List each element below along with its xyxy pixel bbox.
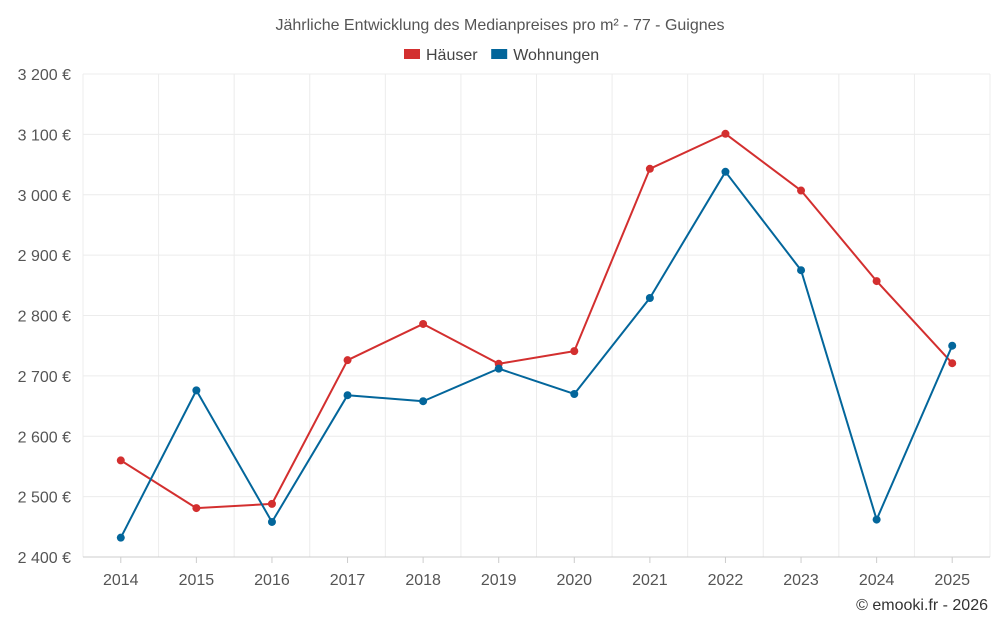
data-point-h-user	[797, 186, 806, 195]
data-point-h-user	[116, 456, 125, 465]
data-point-h-user	[419, 319, 428, 328]
data-point-h-user	[267, 499, 276, 508]
data-point-h-user	[570, 347, 579, 356]
data-point-wohnungen	[116, 533, 125, 542]
data-point-wohnungen	[872, 515, 881, 524]
legend-swatch-wohnungen	[491, 49, 508, 59]
x-tick-label: 2018	[405, 572, 441, 589]
x-tick-label: 2019	[481, 572, 517, 589]
legend: Häuser Wohnungen	[404, 47, 599, 64]
x-tick-label: 2014	[103, 572, 139, 589]
legend-swatch-h-user	[404, 49, 420, 59]
y-tick-label: 3 100 €	[18, 127, 71, 144]
y-tick-label: 2 700 €	[18, 369, 71, 386]
chart-title: Jährliche Entwicklung des Medianpreises …	[275, 17, 724, 34]
x-tick-label: 2016	[254, 572, 290, 589]
data-point-wohnungen	[721, 167, 730, 176]
data-point-wohnungen	[192, 386, 201, 395]
x-tick-label: 2021	[632, 572, 668, 589]
x-tick-label: 2020	[556, 572, 592, 589]
data-point-wohnungen	[570, 389, 579, 398]
series-line-h-user	[120, 132, 953, 510]
data-point-h-user	[872, 277, 881, 286]
credit-text: © emooki.fr - 2026	[856, 597, 988, 614]
y-tick-label: 2 500 €	[18, 490, 71, 507]
x-tick-label: 2022	[708, 572, 744, 589]
x-tick-label: 2017	[330, 572, 366, 589]
series-layer	[116, 129, 957, 542]
data-point-wohnungen	[645, 293, 654, 302]
data-point-h-user	[343, 356, 352, 365]
legend-label-h-user: Häuser	[426, 47, 478, 64]
x-tick-label: 2024	[859, 572, 895, 589]
data-point-wohnungen	[494, 364, 503, 373]
y-tick-label: 2 400 €	[18, 550, 71, 567]
data-point-wohnungen	[948, 341, 957, 350]
data-point-wohnungen	[267, 517, 276, 526]
y-tick-label: 3 200 €	[18, 67, 71, 84]
x-tick-label: 2025	[934, 572, 970, 589]
data-point-wohnungen	[797, 266, 806, 275]
y-tick-label: 2 600 €	[18, 429, 71, 446]
x-tick-label: 2015	[179, 572, 215, 589]
y-tick-label: 2 800 €	[18, 309, 71, 326]
x-tick-label: 2023	[783, 572, 819, 589]
data-point-h-user	[721, 129, 730, 138]
y-tick-label: 3 000 €	[18, 188, 71, 205]
grid	[82, 73, 991, 558]
y-tick-label: 2 900 €	[18, 248, 71, 265]
data-point-wohnungen	[419, 397, 428, 406]
data-point-h-user	[948, 359, 957, 368]
axes: 2 400 € 2 500 € 2 600 € 2 700 € 2 800 € 2 900…	[18, 67, 990, 589]
data-point-wohnungen	[343, 391, 352, 400]
series-line-wohnungen	[119, 170, 954, 539]
data-point-h-user	[645, 164, 654, 173]
legend-label-wohnungen: Wohnungen	[513, 47, 599, 64]
data-point-h-user	[192, 504, 201, 513]
